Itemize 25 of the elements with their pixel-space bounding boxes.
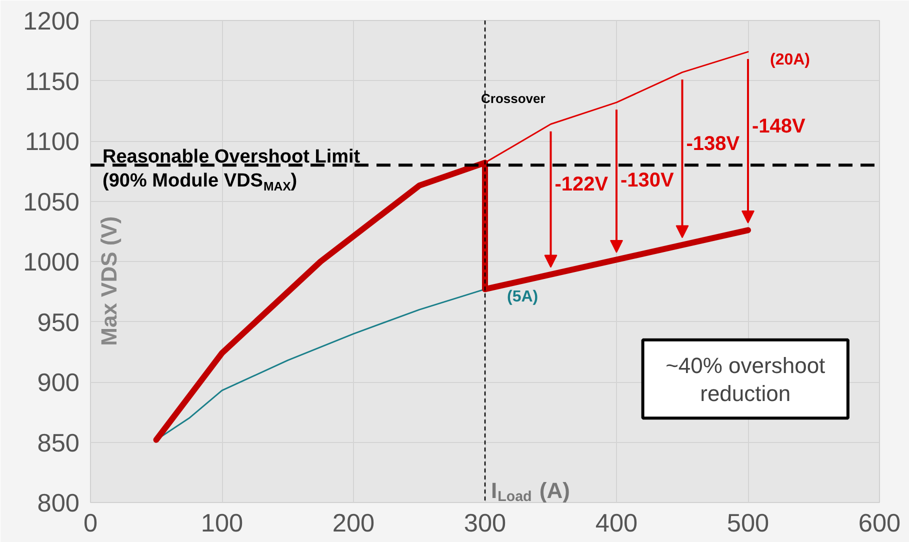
series-label: (5A) [507,288,538,306]
y-tick-label: 1200 [23,8,80,36]
x-tick-label: 0 [83,510,98,538]
y-tick-label: 850 [37,429,80,458]
y-tick-label: 1000 [23,248,80,276]
y-tick-label: 950 [37,308,80,337]
annotation: -130V [620,170,675,192]
y-axis-title: Max VDS (V) [96,216,122,346]
annotation: -122V [554,174,609,196]
x-tick-label: 600 [858,510,901,538]
annotation: -148V [752,115,806,138]
annotation: -138V [686,133,740,156]
x-tick-label: 400 [595,510,638,538]
ref-line-label: Crossover [481,91,546,106]
x-tick-label: 100 [200,510,244,538]
y-tick-label: 800 [37,490,80,518]
y-tick-label: 1150 [25,68,80,96]
x-tick-label: 500 [726,510,770,538]
annotation: ~40% overshoot reduction [666,353,826,406]
x-tick-label: 200 [332,510,375,538]
x-tick-label: 300 [464,510,506,538]
y-tick-label: 1100 [25,128,80,156]
series-label: (20A) [770,51,810,68]
y-tick-label: 1050 [23,188,80,216]
y-tick-label: 900 [37,369,80,397]
